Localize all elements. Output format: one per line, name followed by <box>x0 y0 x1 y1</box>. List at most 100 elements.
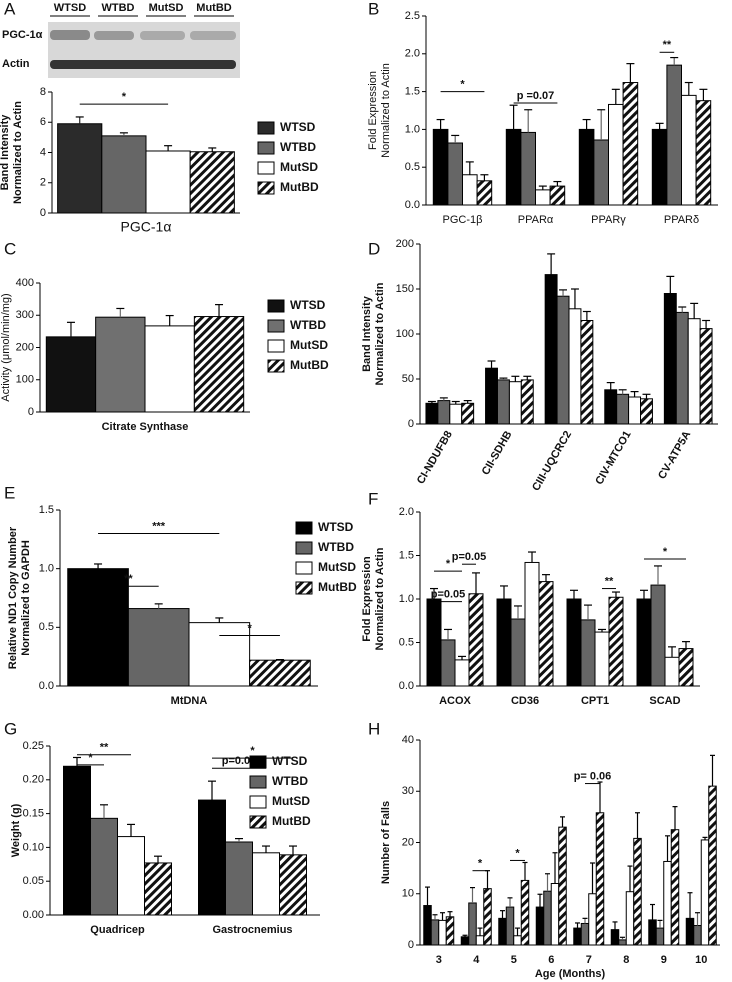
bar <box>461 402 475 425</box>
y-tick-label: 2.0 <box>399 506 414 518</box>
bar <box>566 598 582 687</box>
bar <box>538 581 554 687</box>
x-tick-label: PPARγ <box>591 214 626 226</box>
bar <box>663 860 672 946</box>
bar <box>449 403 463 425</box>
legend-swatch <box>267 299 285 313</box>
legend-label: WTSD <box>290 298 326 312</box>
legend-label: MutSD <box>272 794 310 808</box>
y-tick-label: 40 <box>402 734 414 746</box>
bar <box>636 598 652 687</box>
x-tick-label: 8 <box>623 954 629 966</box>
legend-label: WTSD <box>280 120 316 134</box>
bar <box>535 189 551 206</box>
bar <box>588 893 597 946</box>
bar <box>145 150 191 214</box>
y-tick-label: 1.0 <box>399 593 414 605</box>
legend-swatch <box>267 339 285 353</box>
bar <box>520 379 534 425</box>
y-tick-label: 8 <box>40 86 46 98</box>
bar <box>573 927 582 946</box>
bar <box>510 618 526 687</box>
x-tick-label: MtDNA <box>171 695 208 707</box>
panel-letter: H <box>368 719 380 738</box>
legend-swatch <box>295 541 313 555</box>
bar <box>432 128 449 206</box>
significance-label: ** <box>124 573 133 585</box>
legend-swatch <box>295 521 313 535</box>
y-tick-label: 0.5 <box>399 636 414 648</box>
bar <box>655 927 665 946</box>
bar <box>101 135 147 214</box>
y-tick-label: 6 <box>40 116 46 128</box>
x-tick-label: ACOX <box>439 695 471 707</box>
x-tick-label: 7 <box>586 954 592 966</box>
significance-label: p =0.07 <box>517 90 555 102</box>
legend-swatch <box>249 755 267 769</box>
bar <box>505 906 515 946</box>
x-tick-label: PGC-1α <box>121 219 172 235</box>
bar <box>693 925 702 946</box>
bar <box>568 308 582 425</box>
x-tick-label: Gastrocnemius <box>212 924 292 936</box>
bar <box>426 598 442 687</box>
legend-swatch <box>295 561 313 575</box>
panel-letter: D <box>368 239 380 258</box>
significance-label: * <box>446 558 451 570</box>
bar <box>468 902 477 946</box>
bar <box>524 561 540 687</box>
bar <box>594 631 610 687</box>
western-blot <box>48 22 240 78</box>
bar <box>95 316 146 413</box>
legend-label: MutBD <box>280 180 319 194</box>
legend-swatch <box>249 795 267 809</box>
legend-swatch <box>267 359 285 373</box>
bar <box>549 185 566 206</box>
bar <box>423 905 432 946</box>
significance-label: * <box>247 622 252 634</box>
bar <box>63 765 91 916</box>
bar <box>675 311 689 425</box>
bar <box>483 888 492 946</box>
y-tick-label: 0.0 <box>399 680 414 692</box>
panel-letter: E <box>4 483 15 502</box>
blot-lane-label: MutBD <box>196 2 231 14</box>
x-tick-label: PPARδ <box>664 214 699 226</box>
bar <box>550 883 560 946</box>
x-tick-label: CV-ATP5A <box>656 429 693 481</box>
bar <box>430 919 440 946</box>
bar <box>437 400 451 425</box>
legend-label: WTSD <box>318 520 354 534</box>
legend-swatch <box>267 319 285 333</box>
y-tick-label: 0.5 <box>405 161 420 173</box>
bar <box>45 336 97 413</box>
bar <box>664 656 680 687</box>
y-tick-label: 150 <box>396 283 414 295</box>
bar <box>699 328 713 425</box>
bar <box>640 398 653 425</box>
bar <box>57 123 103 214</box>
y-tick-label: 0.0 <box>39 680 54 692</box>
legend-swatch <box>257 121 275 135</box>
bar <box>633 837 642 946</box>
y-axis-label: Activity (μmol/min/mg) <box>0 293 12 401</box>
legend-label: WTBD <box>280 140 316 154</box>
y-tick-label: 0.25 <box>23 740 44 752</box>
y-tick-label: 100 <box>16 374 34 386</box>
bar <box>193 316 245 413</box>
x-tick-label: CPT1 <box>581 695 609 707</box>
x-tick-label: 5 <box>511 954 517 966</box>
bar <box>556 295 570 425</box>
y-tick-label: 1.5 <box>399 549 414 561</box>
panel-letter: F <box>368 489 378 508</box>
bar <box>651 128 668 206</box>
bar <box>616 393 630 425</box>
y-tick-label: 2.0 <box>405 48 420 60</box>
x-tick-label: 6 <box>548 954 554 966</box>
legend-swatch <box>257 141 275 155</box>
bar <box>666 64 683 206</box>
bar <box>695 100 712 206</box>
bar <box>578 128 595 206</box>
bar <box>445 916 455 946</box>
